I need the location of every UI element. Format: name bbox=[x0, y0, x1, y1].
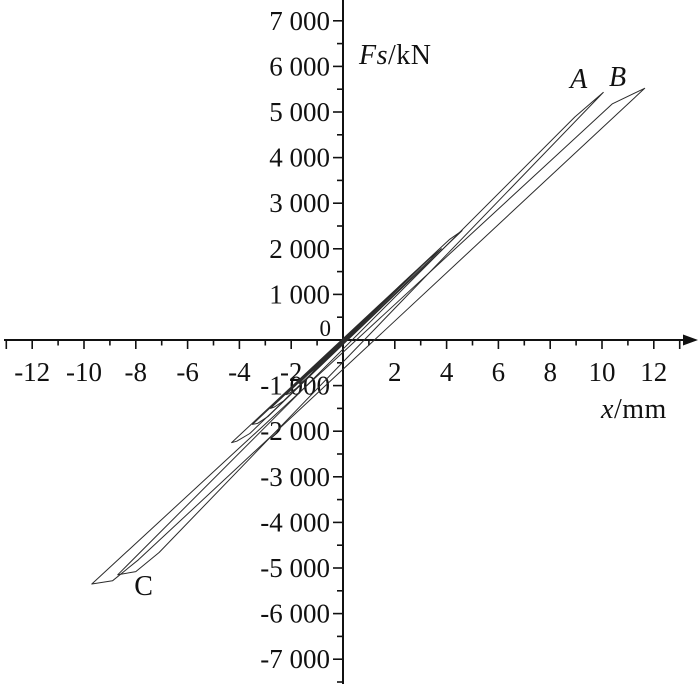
x-axis-title-unit: /mm bbox=[613, 394, 667, 425]
y-tick-label: -6 000 bbox=[260, 599, 330, 629]
annotations-group: A B C bbox=[134, 62, 626, 602]
loop-cycle-B bbox=[91, 87, 646, 585]
x-tick-label: 12 bbox=[640, 357, 667, 387]
y-tick-label: 6 000 bbox=[269, 51, 330, 81]
y-tick-label: -7 000 bbox=[260, 644, 330, 674]
y-tick-label: 4 000 bbox=[269, 143, 330, 173]
y-tick-label: -4 000 bbox=[260, 507, 330, 537]
y-tick-label: -2 000 bbox=[260, 416, 330, 446]
y-axis-title-symbol: Fs bbox=[359, 40, 388, 71]
x-axis-arrow-icon bbox=[683, 334, 698, 346]
x-tick-label: 8 bbox=[543, 357, 557, 387]
y-tick-label: 7 000 bbox=[269, 6, 330, 36]
y-tick-label: 1 000 bbox=[269, 279, 330, 309]
y-tick-label: 5 000 bbox=[269, 97, 330, 127]
annotation-A: A bbox=[568, 64, 588, 95]
x-tick-label: -6 bbox=[176, 357, 199, 387]
x-axis-title: x/mm bbox=[601, 396, 667, 424]
x-tick-label: 10 bbox=[589, 357, 616, 387]
y-tick-label: -5 000 bbox=[260, 553, 330, 583]
hysteresis-loops-group bbox=[91, 87, 646, 585]
x-axis-title-symbol: x bbox=[601, 394, 614, 425]
tick-labels-group: -12 -10 -8 -6 -4 -2 2 4 6 8 10 12 7 000 6 000 5 000 4 0… bbox=[14, 6, 667, 674]
x-tick-label: 4 bbox=[440, 357, 454, 387]
y-tick-label: 2 000 bbox=[269, 234, 330, 264]
x-tick-label: -2 bbox=[280, 357, 303, 387]
x-tick-label: -8 bbox=[125, 357, 148, 387]
x-tick-label: 2 bbox=[388, 357, 402, 387]
x-tick-label: 6 bbox=[492, 357, 506, 387]
y-tick-label: -3 000 bbox=[260, 462, 330, 492]
annotation-C: C bbox=[134, 571, 153, 602]
x-tick-label: -12 bbox=[14, 357, 50, 387]
x-tick-label: -10 bbox=[66, 357, 102, 387]
loop-cycle-A bbox=[117, 91, 604, 576]
loop-cycle-s0 bbox=[333, 330, 353, 350]
y-axis-title-unit: /kN bbox=[388, 40, 432, 71]
annotation-B: B bbox=[609, 62, 626, 93]
y-tick-label: 3 000 bbox=[269, 188, 330, 218]
origin-label: 0 bbox=[320, 316, 332, 341]
y-axis-title: Fs/kN bbox=[359, 42, 432, 70]
x-tick-label: -4 bbox=[228, 357, 251, 387]
